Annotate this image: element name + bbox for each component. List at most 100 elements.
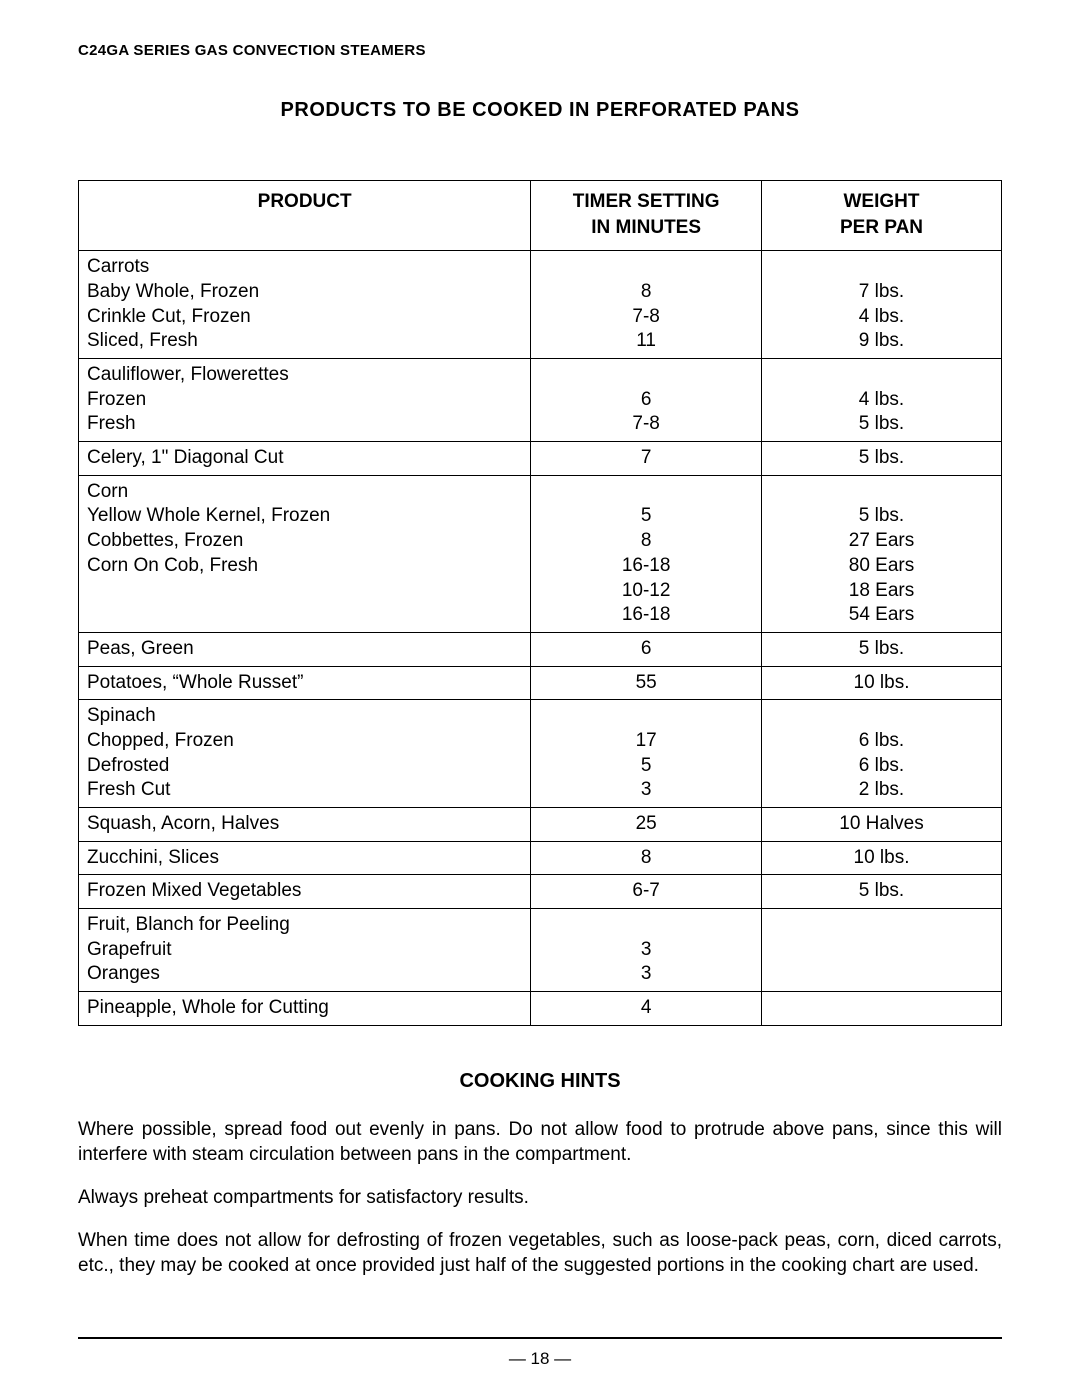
timer-cell-line: 8 [531,846,761,871]
timer-cell-line: 7-8 [531,305,761,330]
weight-cell-line [762,996,1001,1021]
timer-cell-line: 16-18 [531,554,761,579]
table-row: CarrotsBaby Whole, FrozenCrinkle Cut, Fr… [79,251,1002,359]
timer-cell: 25 [531,808,762,842]
timer-cell-line [531,255,761,280]
weight-cell: 4 lbs.5 lbs. [762,359,1002,442]
weight-cell-line [762,704,1001,729]
product-cell-line: Potatoes, “Whole Russet” [87,671,530,696]
timer-cell: 67-8 [531,359,762,442]
table-row: Potatoes, “Whole Russet”5510 lbs. [79,666,1002,700]
product-cell: Potatoes, “Whole Russet” [79,666,531,700]
weight-cell-line: 6 lbs. [762,729,1001,754]
weight-cell-line: 80 Ears [762,554,1001,579]
product-cell: CarrotsBaby Whole, FrozenCrinkle Cut, Fr… [79,251,531,359]
weight-cell-line [762,913,1001,938]
col-weight-header: WEIGHT PER PAN [762,181,1002,251]
product-cell: Cauliflower, FlowerettesFrozenFresh [79,359,531,442]
timer-cell-line: 8 [531,529,761,554]
weight-cell-line: 5 lbs. [762,879,1001,904]
product-cell-line: Spinach [87,704,530,729]
weight-cell-line: 5 lbs. [762,637,1001,662]
col-product-header: PRODUCT [79,181,531,251]
product-cell-line: Sliced, Fresh [87,329,530,354]
col-weight-label-1: WEIGHT [762,189,1001,215]
timer-cell-line: 6-7 [531,879,761,904]
weight-cell: 6 lbs.6 lbs.2 lbs. [762,700,1002,808]
timer-cell-line: 5 [531,504,761,529]
weight-cell-line [762,255,1001,280]
product-cell-line: Squash, Acorn, Halves [87,812,530,837]
product-cell-line: Carrots [87,255,530,280]
product-cell: Zucchini, Slices [79,841,531,875]
weight-cell: 10 lbs. [762,666,1002,700]
product-cell-line: Defrosted [87,754,530,779]
weight-cell-line: 27 Ears [762,529,1001,554]
timer-cell-line: 7-8 [531,412,761,437]
timer-cell-line: 55 [531,671,761,696]
hint-paragraph: Where possible, spread food out evenly i… [78,1117,1002,1167]
product-cell: Celery, 1" Diagonal Cut [79,442,531,476]
table-row: Celery, 1" Diagonal Cut75 lbs. [79,442,1002,476]
weight-cell-line [762,480,1001,505]
weight-cell [762,909,1002,992]
hint-paragraph: Always preheat compartments for satisfac… [78,1185,1002,1210]
timer-cell-line: 6 [531,637,761,662]
weight-cell: 10 lbs. [762,841,1002,875]
product-cell-line: Corn On Cob, Fresh [87,554,530,579]
weight-cell-line: 5 lbs. [762,504,1001,529]
timer-cell: 5816-1810-1216-18 [531,475,762,632]
col-timer-header: TIMER SETTING IN MINUTES [531,181,762,251]
timer-cell-line: 10-12 [531,579,761,604]
weight-cell-line: 7 lbs. [762,280,1001,305]
table-row: SpinachChopped, FrozenDefrostedFresh Cut… [79,700,1002,808]
table-row: Squash, Acorn, Halves2510 Halves [79,808,1002,842]
table-row: Zucchini, Slices810 lbs. [79,841,1002,875]
timer-cell-line: 8 [531,280,761,305]
product-cell: Peas, Green [79,632,531,666]
timer-cell-line: 17 [531,729,761,754]
product-cell: Squash, Acorn, Halves [79,808,531,842]
table-row: Fruit, Blanch for PeelingGrapefruitOrang… [79,909,1002,992]
weight-cell: 5 lbs.27 Ears80 Ears18 Ears54 Ears [762,475,1002,632]
weight-cell-line [762,938,1001,963]
footer-rule [78,1337,1002,1339]
product-cell-line: Chopped, Frozen [87,729,530,754]
timer-cell-line: 6 [531,388,761,413]
weight-cell-line [762,363,1001,388]
timer-cell: 6-7 [531,875,762,909]
product-cell: CornYellow Whole Kernel, FrozenCobbettes… [79,475,531,632]
product-cell-line [87,579,530,604]
col-timer-label-1: TIMER SETTING [531,189,761,215]
weight-cell-line: 10 lbs. [762,846,1001,871]
product-cell-line: Oranges [87,962,530,987]
weight-cell: 5 lbs. [762,442,1002,476]
weight-cell-line: 5 lbs. [762,412,1001,437]
weight-cell-line: 18 Ears [762,579,1001,604]
product-cell: Fruit, Blanch for PeelingGrapefruitOrang… [79,909,531,992]
weight-cell-line: 9 lbs. [762,329,1001,354]
product-cell-line: Baby Whole, Frozen [87,280,530,305]
weight-cell-line: 6 lbs. [762,754,1001,779]
table-row: Cauliflower, FlowerettesFrozenFresh 67-8… [79,359,1002,442]
timer-cell-line [531,913,761,938]
weight-cell [762,992,1002,1026]
product-cell-line: Pineapple, Whole for Cutting [87,996,530,1021]
document-header: C24GA SERIES GAS CONVECTION STEAMERS [78,42,1002,59]
weight-cell-line: 10 lbs. [762,671,1001,696]
weight-cell: 7 lbs.4 lbs.9 lbs. [762,251,1002,359]
timer-cell-line [531,363,761,388]
product-cell-line: Fresh [87,412,530,437]
product-cell: Frozen Mixed Vegetables [79,875,531,909]
product-cell-line: Corn [87,480,530,505]
product-cell-line: Celery, 1" Diagonal Cut [87,446,530,471]
timer-cell-line: 3 [531,962,761,987]
weight-cell-line: 5 lbs. [762,446,1001,471]
product-cell-line: Peas, Green [87,637,530,662]
product-cell-line: Fruit, Blanch for Peeling [87,913,530,938]
timer-cell-line: 25 [531,812,761,837]
timer-cell: 33 [531,909,762,992]
weight-cell-line: 4 lbs. [762,388,1001,413]
weight-cell-line: 4 lbs. [762,305,1001,330]
product-cell-line [87,603,530,628]
